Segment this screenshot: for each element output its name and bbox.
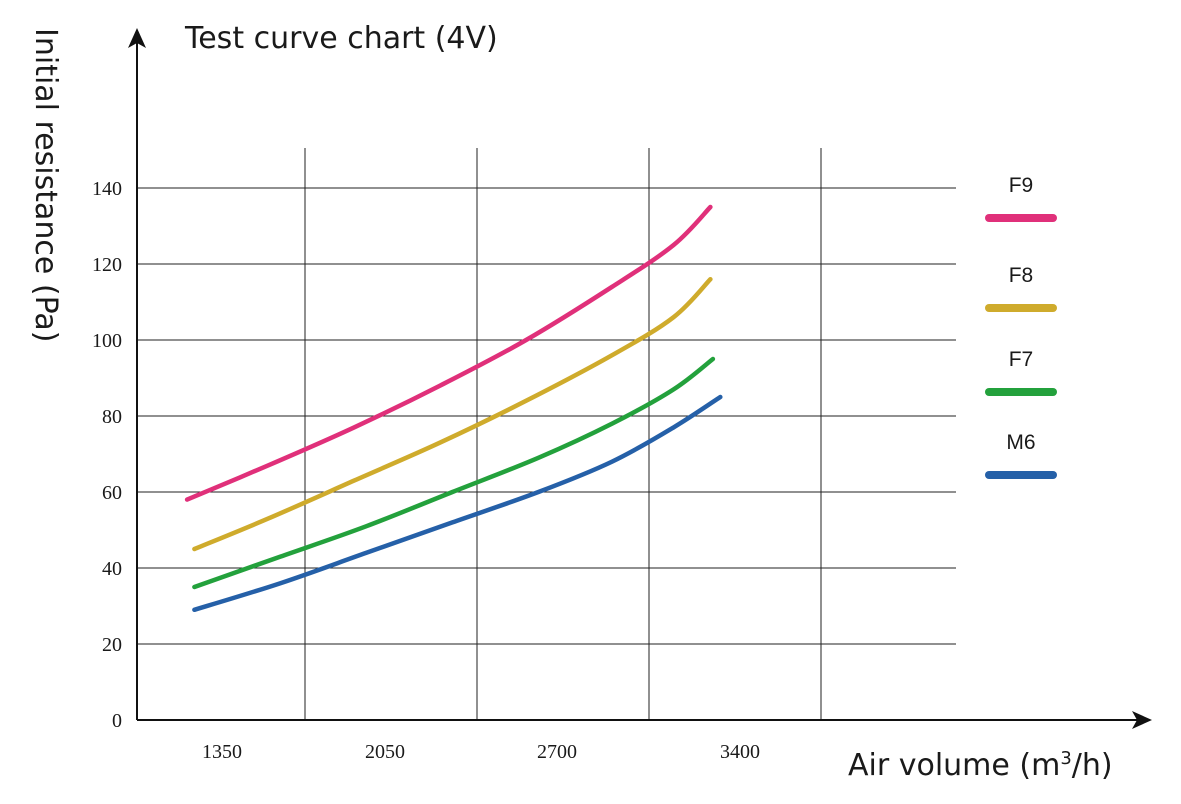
x-axis-arrow-icon <box>1132 711 1152 729</box>
series-line-f9 <box>184 204 713 502</box>
series-line-f7 <box>192 356 716 590</box>
x-axis-title-main: Air volume (m <box>848 748 1060 783</box>
y-tick-label: 120 <box>92 254 122 276</box>
x-tick-label: 2050 <box>365 741 405 763</box>
x-axis-title-suffix: /h) <box>1072 748 1113 783</box>
y-tick-label: 0 <box>112 710 122 732</box>
x-tick-labels: 1350 2050 2700 3400 <box>202 741 760 763</box>
x-tick-label: 2700 <box>537 741 577 763</box>
y-tick-label: 100 <box>92 330 122 352</box>
x-tick-label: 1350 <box>202 741 242 763</box>
legend-label-f8: F8 <box>1009 264 1034 287</box>
series-line-f8 <box>192 276 713 552</box>
x-axis-title-superscript: 3 <box>1060 748 1071 769</box>
legend-label-f9: F9 <box>1009 174 1034 197</box>
y-axis-arrow-icon <box>128 28 146 48</box>
legend: F9 F8 F7 M6 <box>985 174 1057 479</box>
x-tick-label: 3400 <box>720 741 760 763</box>
y-axis-title: Initial resistance (Pa) <box>28 28 63 342</box>
grid <box>137 148 956 720</box>
y-tick-label: 20 <box>102 634 122 656</box>
legend-label-f7: F7 <box>1009 348 1034 371</box>
x-axis-title: Air volume (m3/h) <box>848 748 1113 783</box>
y-tick-label: 80 <box>102 406 122 428</box>
y-tick-label: 40 <box>102 558 122 580</box>
series-line-m6 <box>192 394 723 613</box>
axes <box>128 28 1152 729</box>
y-tick-label: 60 <box>102 482 122 504</box>
y-tick-labels: 0 20 40 60 80 100 120 140 <box>92 178 122 732</box>
legend-label-m6: M6 <box>1006 431 1035 454</box>
y-tick-label: 140 <box>92 178 122 200</box>
series-lines <box>184 204 723 613</box>
chart-title: Test curve chart (4V) <box>184 21 498 56</box>
